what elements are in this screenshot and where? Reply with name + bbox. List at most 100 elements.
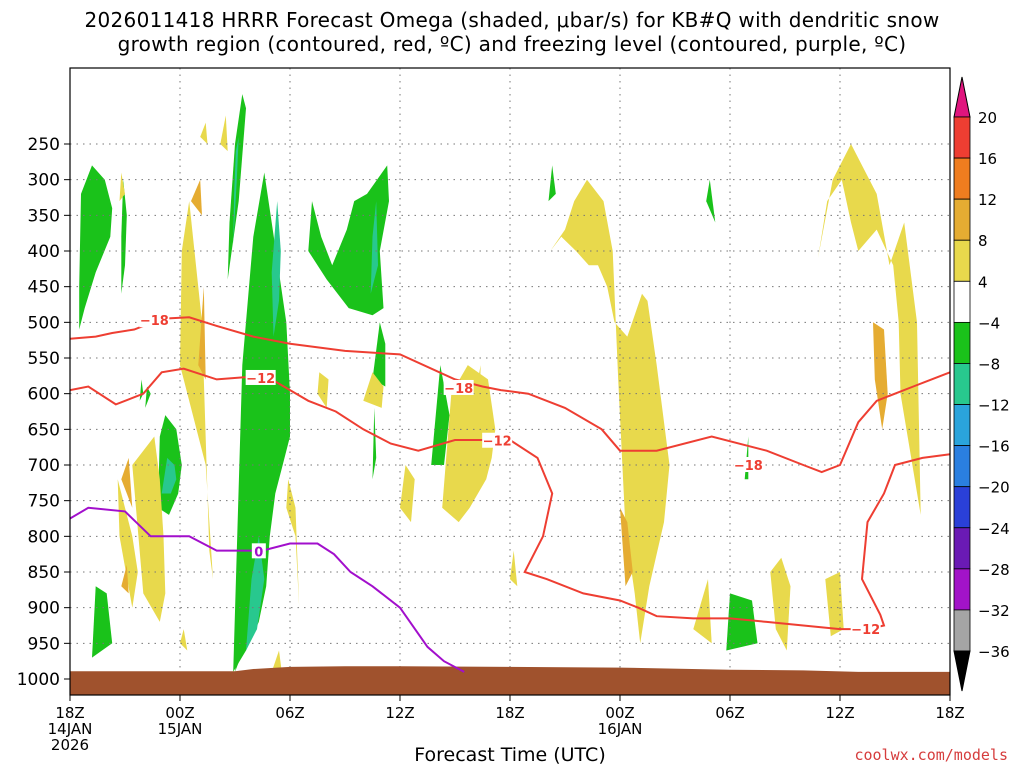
omega-region-26 <box>200 122 208 144</box>
colorbar-swatch-6 <box>953 363 971 405</box>
omega-region-33 <box>442 365 496 523</box>
contour-label-bg-2-0 <box>251 543 266 559</box>
omega-region-30 <box>317 372 329 408</box>
omega-region-22 <box>372 407 377 480</box>
x-tick-label-2-0: 06Z <box>275 704 304 722</box>
omega-region-5 <box>161 457 177 494</box>
y-tick-label-14: 950 <box>28 634 60 654</box>
colorbar-swatch-10 <box>953 527 971 570</box>
y-tick-label-11: 800 <box>28 527 60 547</box>
y-tick-label-5: 500 <box>28 313 60 333</box>
omega-region-48 <box>191 179 202 216</box>
x-tick-label-5-1: 16JAN <box>598 720 643 738</box>
colorbar-label-7: −12 <box>978 397 1010 415</box>
y-tick-label-15: 1000 <box>17 670 60 690</box>
x-tick-label-8-0: 18Z <box>935 704 964 722</box>
y-tick-label-8: 650 <box>28 420 60 440</box>
colorbar-swatch-11 <box>953 568 971 611</box>
x-tick-label-0-1: 14JAN <box>48 720 93 738</box>
omega-region-1 <box>121 179 127 294</box>
colorbar-label-3: 8 <box>978 232 988 250</box>
colorbar-bottom-arrow <box>953 650 971 692</box>
contour-label-bg-1-1 <box>482 432 513 448</box>
y-tick-label-7: 600 <box>28 385 60 405</box>
omega-region-31 <box>363 372 384 408</box>
y-tick-label-4: 450 <box>28 278 60 298</box>
omega-region-20 <box>139 379 144 401</box>
omega-region-10 <box>308 165 389 316</box>
omega-region-49 <box>121 457 133 508</box>
omega-region-18 <box>726 593 758 651</box>
colorbar-swatch-2 <box>953 198 971 241</box>
colorbar-label-2: 12 <box>978 191 997 209</box>
colorbar-label-9: −20 <box>978 479 1010 497</box>
contour-label-1-0: −12 <box>246 372 275 387</box>
x-tick-label-4-0: 18Z <box>495 704 524 722</box>
omega-region-41 <box>180 629 188 651</box>
omega-region-23 <box>308 543 311 558</box>
omega-region-13 <box>431 365 450 465</box>
chart-title-line-2: growth region (contoured, red, ºC) and f… <box>117 32 907 56</box>
y-tick-label-9: 700 <box>28 456 60 476</box>
omega-region-3 <box>233 136 239 244</box>
contour-line-1 <box>70 367 950 631</box>
colorbar-top-arrow <box>953 76 971 118</box>
x-tick-label-1-0: 00Z <box>165 704 194 722</box>
y-axis-pressure: 250 300 350 400 450 500 550 600 650 700 750 800 850 9… <box>17 135 70 690</box>
y-tick-label-6: 550 <box>28 349 60 369</box>
omega-shaded-regions <box>79 94 921 679</box>
contour-lines: −18 −18 −18 −12 −12 −12 0 <box>70 312 950 673</box>
contour-label-bg-1-2 <box>850 621 881 637</box>
contour-label-2-0: 0 <box>254 545 263 560</box>
omega-region-0 <box>79 165 113 330</box>
terrain-fill <box>70 666 950 695</box>
colorbar-label-1: 16 <box>978 150 997 168</box>
omega-region-2 <box>227 94 246 280</box>
contour-line-0 <box>70 316 950 474</box>
omega-region-19 <box>92 586 113 658</box>
y-tick-label-2: 350 <box>28 206 60 226</box>
y-tick-label-3: 400 <box>28 242 60 262</box>
colorbar-swatch-9 <box>953 486 971 529</box>
omega-region-21 <box>235 643 241 672</box>
omega-region-12 <box>372 322 386 387</box>
colorbar-swatch-5 <box>953 321 971 364</box>
omega-region-27 <box>132 436 166 622</box>
omega-region-8 <box>246 536 265 651</box>
omega-region-44 <box>510 550 518 587</box>
contour-label-0-2: −18 <box>734 459 763 474</box>
contour-label-1-1: −12 <box>483 435 512 450</box>
contour-label-0-1: −18 <box>444 382 473 397</box>
y-tick-label-10: 750 <box>28 492 60 512</box>
omega-region-38 <box>825 572 844 637</box>
x-tick-label-3-0: 12Z <box>385 704 414 722</box>
colorbar-swatch-8 <box>953 445 971 488</box>
omega-region-14 <box>548 165 556 202</box>
omega-region-42 <box>220 115 228 152</box>
omega-region-46 <box>121 564 129 594</box>
omega-region-32 <box>400 465 415 523</box>
source-credit: coolwx.com/models <box>854 746 1008 764</box>
y-tick-label-0: 250 <box>28 135 60 155</box>
omega-region-24 <box>119 172 125 202</box>
colorbar-label-4: 4 <box>978 273 988 291</box>
x-tick-label-7-0: 12Z <box>825 704 854 722</box>
x-tick-label-0-0: 18Z <box>55 704 84 722</box>
colorbar-label-6: −8 <box>978 355 1000 373</box>
colorbar-label-10: −24 <box>978 520 1010 538</box>
colorbar-label-8: −16 <box>978 438 1010 456</box>
omega-region-35 <box>550 179 670 644</box>
x-tick-label-0-2: 2026 <box>51 736 89 754</box>
colorbar-label-0: 20 <box>978 109 997 127</box>
omega-region-16 <box>706 179 716 223</box>
contour-label-bg-0-0 <box>139 312 170 328</box>
colorbar-label-12: −32 <box>978 602 1010 620</box>
colorbar-swatch-3 <box>953 239 971 282</box>
colorbar-swatch-0 <box>953 116 971 159</box>
omega-region-36 <box>620 507 633 587</box>
terrain-surface <box>70 666 950 695</box>
contour-label-bg-1-0 <box>245 369 276 385</box>
contour-label-bg-0-1 <box>443 379 474 395</box>
x-tick-label-6-0: 06Z <box>715 704 744 722</box>
omega-region-11 <box>370 201 378 294</box>
